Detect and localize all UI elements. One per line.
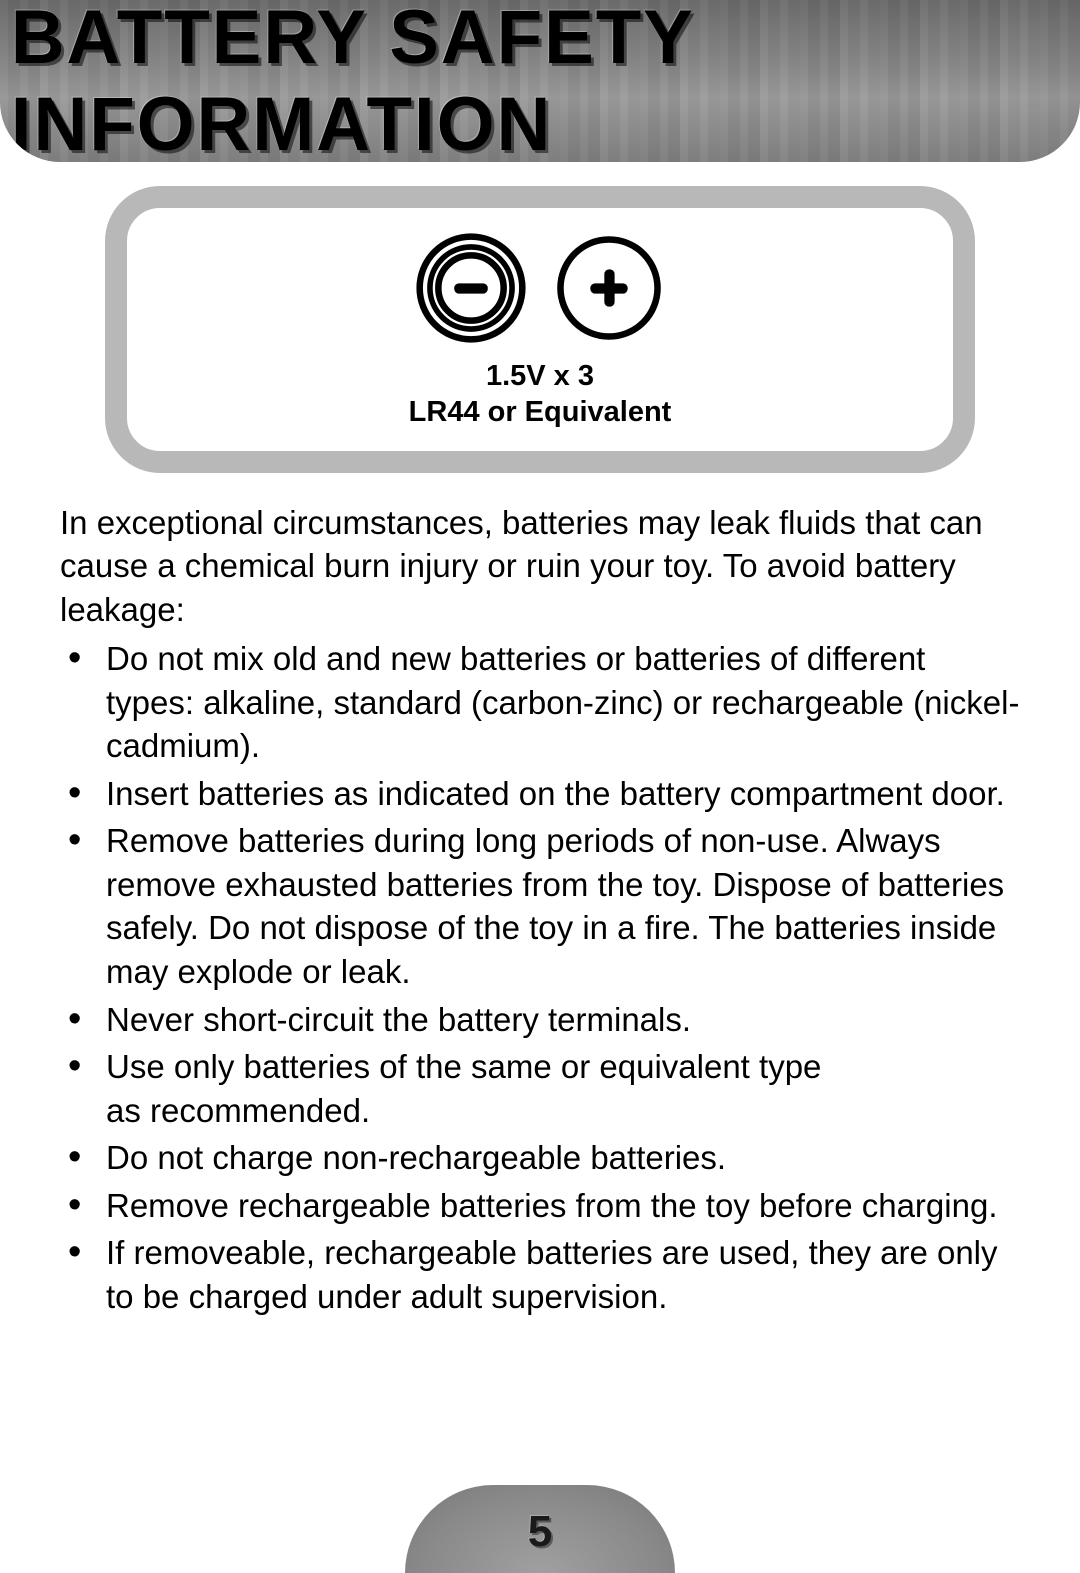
page-number: 5 bbox=[528, 1507, 552, 1557]
list-item: Do not charge non-rechargeable batteries… bbox=[60, 1136, 1020, 1180]
list-item: Remove batteries during long periods of … bbox=[60, 819, 1020, 993]
content-body: In exceptional circumstances, batteries … bbox=[0, 473, 1080, 1319]
battery-spec-line2: LR44 or Equivalent bbox=[409, 394, 672, 430]
page-footer: 5 bbox=[405, 1485, 675, 1573]
header-banner: BATTERY SAFETY INFORMATION bbox=[0, 0, 1080, 162]
battery-positive-icon bbox=[553, 232, 665, 344]
list-item: If removeable, rechargeable batteries ar… bbox=[60, 1231, 1020, 1318]
list-item: Never short-circuit the battery terminal… bbox=[60, 998, 1020, 1042]
battery-spec-label: 1.5V x 3 LR44 or Equivalent bbox=[409, 358, 672, 431]
list-item: Remove rechargeable batteries from the t… bbox=[60, 1184, 1020, 1228]
battery-negative-icon bbox=[415, 232, 527, 344]
list-item: Do not mix old and new batteries or batt… bbox=[60, 637, 1020, 768]
battery-spec-line1: 1.5V x 3 bbox=[409, 358, 672, 394]
battery-icons bbox=[415, 232, 665, 344]
battery-spec-box: 1.5V x 3 LR44 or Equivalent bbox=[105, 186, 975, 473]
list-item: Insert batteries as indicated on the bat… bbox=[60, 772, 1020, 816]
page-title: BATTERY SAFETY INFORMATION bbox=[11, 0, 1069, 162]
list-item: Use only batteries of the same or equiva… bbox=[60, 1045, 1020, 1132]
safety-bullet-list: Do not mix old and new batteries or batt… bbox=[60, 637, 1020, 1318]
intro-paragraph: In exceptional circumstances, batteries … bbox=[60, 501, 1020, 632]
